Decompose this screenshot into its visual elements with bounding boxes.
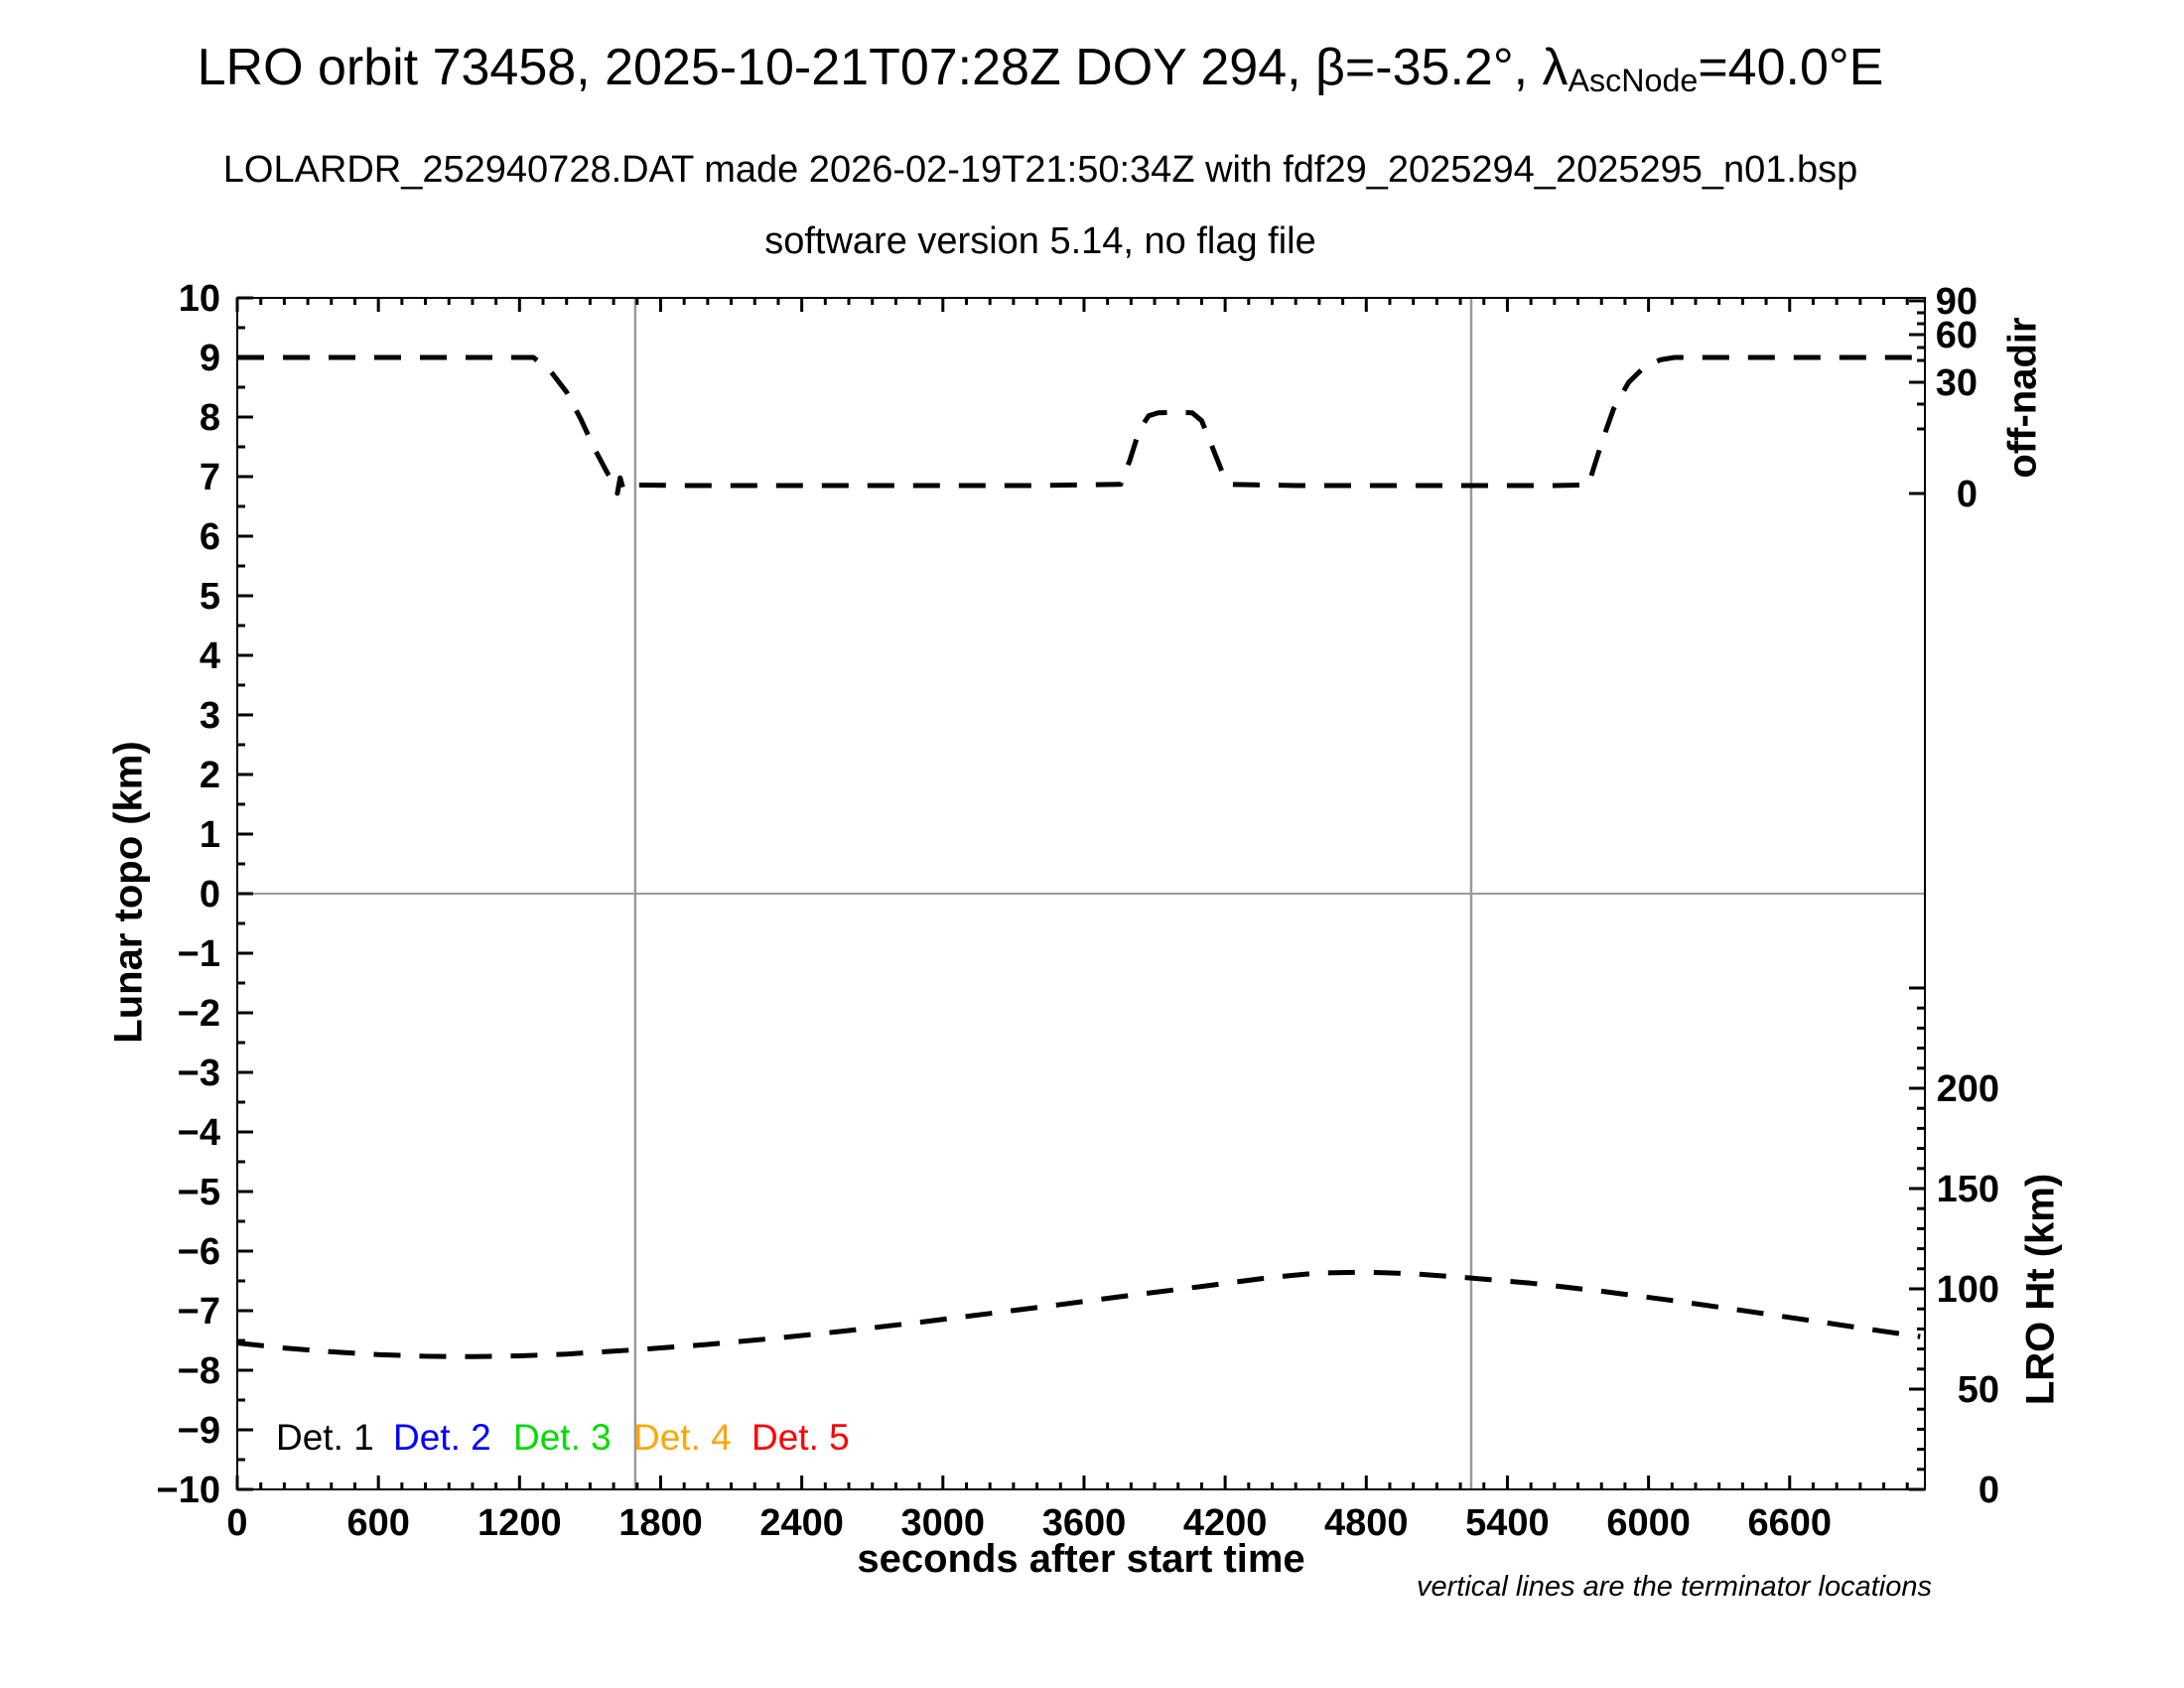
off-nadir-tick-label: 60 — [1936, 315, 1978, 356]
x-axis-tick-label: 4200 — [1183, 1502, 1268, 1544]
off-nadir-tick-label: 90 — [1936, 281, 1978, 323]
y-left-tick-label: 0 — [200, 874, 220, 915]
x-axis-tick-label: 6000 — [1606, 1502, 1691, 1544]
x-axis-tick-label: 4800 — [1324, 1502, 1409, 1544]
x-axis-tick-label: 0 — [226, 1502, 247, 1544]
y-left-tick-label: −3 — [178, 1053, 220, 1094]
lro-ht-tick-label: 0 — [1979, 1470, 1999, 1511]
title-suffix: =40.0°E — [1698, 39, 1884, 96]
x-axis-tick-label: 1800 — [618, 1502, 703, 1544]
y-left-axis-title: Lunar topo (km) — [106, 741, 151, 1044]
y-left-tick-label: −4 — [178, 1112, 220, 1154]
lro-ht-tick-label: 100 — [1937, 1269, 1999, 1311]
y-left-tick-label: 9 — [200, 338, 220, 379]
off-nadir-tick-label: 30 — [1936, 362, 1978, 404]
page-title: LRO orbit 73458, 2025-10-21T07:28Z DOY 2… — [52, 38, 2029, 103]
y-left-tick-label: 3 — [200, 695, 220, 737]
x-axis-tick-label: 3600 — [1042, 1502, 1127, 1544]
legend-item-det-4: Det. 4 — [633, 1417, 732, 1458]
y-left-tick-label: 8 — [200, 397, 220, 439]
x-axis-tick-label: 3000 — [901, 1502, 986, 1544]
legend-item-det-3: Det. 3 — [513, 1417, 612, 1458]
x-axis-tick-label: 5400 — [1465, 1502, 1550, 1544]
subtitle-file-info: LOLARDR_252940728.DAT made 2026-02-19T21… — [222, 149, 1858, 191]
lro-height-curve — [236, 1269, 1921, 1359]
legend-item-det-2: Det. 2 — [393, 1417, 491, 1458]
lro-ht-tick-label: 150 — [1937, 1169, 1999, 1210]
x-axis-tick-label: 6600 — [1747, 1502, 1832, 1544]
lro-ht-axis-title: LRO Ht (km) — [2018, 1173, 2063, 1406]
y-left-tick-label: 2 — [200, 755, 220, 796]
y-left-tick-label: −5 — [178, 1172, 220, 1213]
off-nadir-tick-label: 0 — [1957, 474, 1978, 515]
legend-item-det-1: Det. 1 — [276, 1417, 374, 1458]
y-left-tick-label: 5 — [200, 576, 220, 618]
legend-item-det-5: Det. 5 — [751, 1417, 850, 1458]
y-left-tick-label: −9 — [178, 1410, 220, 1452]
x-axis-tick-label: 1200 — [478, 1502, 562, 1544]
lro-ht-tick-label: 50 — [1958, 1369, 1999, 1411]
title-prefix: LRO orbit 73458, 2025-10-21T07:28Z DOY 2… — [197, 39, 1569, 96]
lro-ht-tick-label: 200 — [1937, 1068, 1999, 1110]
y-left-tick-label: −1 — [178, 933, 220, 975]
terminator-note: vertical lines are the terminator locati… — [1416, 1571, 1932, 1603]
y-left-tick-label: −8 — [178, 1350, 220, 1392]
y-left-tick-label: −6 — [178, 1231, 220, 1273]
y-left-tick-label: −10 — [157, 1470, 220, 1511]
off-nadir-curve — [237, 354, 1921, 496]
title-lambda-subscript: AscNode — [1568, 63, 1699, 99]
y-left-tick-label: 6 — [200, 516, 220, 558]
x-axis-title: seconds after start time — [857, 1537, 1305, 1581]
y-left-tick-label: 1 — [200, 814, 220, 856]
y-left-tick-label: 4 — [200, 635, 220, 677]
off-nadir-axis-title: off-nadir — [2000, 317, 2045, 479]
x-axis-tick-label: 600 — [346, 1502, 409, 1544]
y-left-tick-label: −2 — [178, 993, 220, 1035]
subtitle-software-version: software version 5.14, no flag file — [764, 220, 1316, 262]
x-axis-tick-label: 2400 — [759, 1502, 844, 1544]
y-left-tick-label: 10 — [179, 278, 220, 320]
y-left-tick-label: 7 — [200, 457, 220, 498]
y-left-tick-label: −7 — [178, 1291, 220, 1333]
